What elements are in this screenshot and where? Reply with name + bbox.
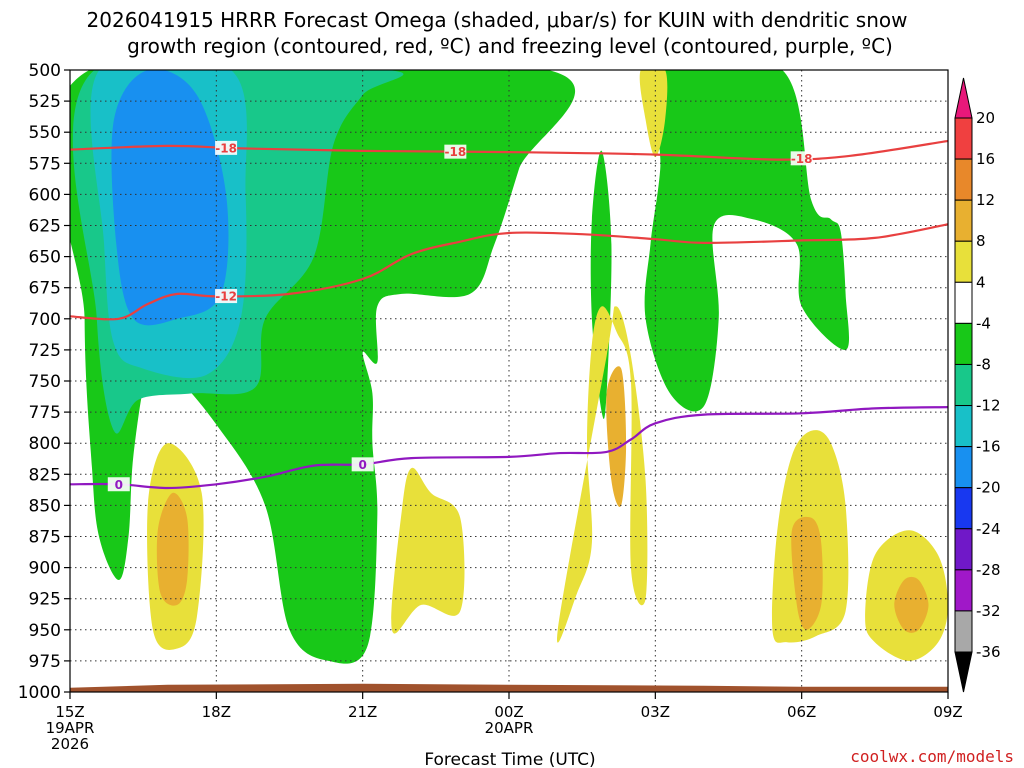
contour-label--18-0: -18 [215,141,237,155]
colorbar-bin-10 [954,528,973,571]
colorbar-label-4: 4 [976,273,986,291]
contour-label-0-0: 0 [115,478,123,492]
omega-region-4-15 [639,70,668,158]
y-tick-label-850: 850 [29,496,61,516]
y-tick-label-800: 800 [29,434,61,454]
x-tick-label-18Z: 18Z [202,703,231,721]
colorbar-bin-8 [954,446,973,489]
colorbar-label--20: -20 [976,479,1001,497]
omega-region-8-14 [894,576,929,633]
colorbar-bin-11 [954,569,973,612]
contour-label--12-0: -12 [215,290,237,304]
x-tick-sublabel-00Z-0: 20APR [485,719,534,737]
colorbar-label--32: -32 [976,602,1001,620]
ground-surface [70,683,948,692]
contour-line--12 [70,223,948,321]
x-tick-label-21Z: 21Z [348,703,377,721]
x-axis-label: Forecast Time (UTC) [424,750,595,768]
omega-region--20-5 [111,70,229,326]
y-tick-label-675: 675 [29,279,61,299]
y-tick-label-875: 875 [29,528,61,548]
colorbar-label--8: -8 [976,355,991,373]
contour-line-0 [70,406,948,490]
contour-label-bg--18-2 [790,151,813,166]
x-tick-label-06Z: 06Z [787,703,816,721]
omega-region-4-8 [556,306,648,643]
colorbar-bin-2 [954,199,973,242]
contour-label-0-1: 0 [358,458,366,472]
colorbar-label--16: -16 [976,438,1001,456]
colorbar-bin-1 [954,158,973,201]
grid-lines [70,70,948,692]
colorbar: 20 16 12 8 4 -4 -8 -12 -16 -20 -24 -28 -32 -36 [954,77,1001,693]
x-tick-label-09Z: 09Z [933,703,962,721]
chart-title-line-1: 2026041915 HRRR Forecast Omega (shaded, … [87,8,908,32]
y-tick-label-900: 900 [29,559,61,579]
y-tick-label-500: 500 [29,61,61,81]
y-tick-label-600: 600 [29,185,61,205]
y-tick-label-975: 975 [29,652,61,672]
y-tick-label-650: 650 [29,248,61,268]
colorbar-bin-5 [954,322,973,365]
colorbar-label--12: -12 [976,397,1001,415]
contour-label-bg-0-0 [107,477,130,492]
x-tick-sublabel-15Z-0: 19APR [46,719,95,737]
y-tick-label-525: 525 [29,92,61,112]
credit-text: coolwx.com/models [850,747,1014,766]
y-tick-label-575: 575 [29,154,61,174]
colorbar-bin-3 [954,240,973,283]
y-tick-label-925: 925 [29,590,61,610]
y-tick-label-1000: 1000 [18,683,61,703]
colorbar-label-12: 12 [976,191,995,209]
omega-region-8-11 [156,492,189,606]
contour-lines: -18 -18 -18 -12 0 0 [70,139,948,492]
y-tick-label-725: 725 [29,341,61,361]
colorbar-bin-0 [954,117,973,160]
y-tick-label-700: 700 [29,310,61,330]
y-tick-label-825: 825 [29,465,61,485]
colorbar-label--24: -24 [976,520,1001,538]
colorbar-label--36: -36 [976,643,1001,661]
colorbar-label--4: -4 [976,314,991,332]
colorbar-label-20: 20 [976,109,995,127]
y-tick-label-750: 750 [29,372,61,392]
y-tick-label-625: 625 [29,217,61,237]
colorbar-label-16: 16 [976,150,995,168]
colorbar-bin-6 [954,363,973,407]
x-tick-label-03Z: 03Z [641,703,670,721]
colorbar-label--28: -28 [976,561,1001,579]
colorbar-top-triangle [954,77,973,119]
contour-label--18-2: -18 [791,152,813,166]
y-tick-label-550: 550 [29,123,61,143]
x-tick-label-00Z: 00Z [494,703,523,721]
plot-area: -18 -18 -18 -12 0 0 [70,70,948,692]
x-tick-label-15Z: 15Z [55,703,84,721]
chart-title-line-2: growth region (contoured, red, ºC) and f… [127,34,893,58]
y-tick-label-775: 775 [29,403,61,423]
y-tick-label-950: 950 [29,621,61,641]
colorbar-bin-9 [954,487,973,530]
colorbar-bin-7 [954,405,973,448]
contour-label-bg--12-0 [215,289,238,304]
contour-line--18 [70,139,948,161]
colorbar-bin-12 [954,610,973,653]
contour-label--18-1: -18 [445,145,467,159]
colorbar-label-8: 8 [976,232,986,250]
colorbar-bin-4 [954,281,973,324]
omega-region-4-7 [391,467,465,634]
contour-label-bg-0-1 [351,457,374,472]
omega-region-8-12 [606,366,627,508]
y-axis: 500 525 550 575 600 625 650 675 700 725 750 775 800 8… [18,61,70,703]
omega-region-8-13 [791,516,823,630]
contour-label-bg--18-0 [215,140,238,155]
contour-label-bg--18-1 [444,144,467,159]
colorbar-bottom-triangle [954,651,973,693]
x-tick-sublabel-15Z-1: 2026 [51,735,89,753]
